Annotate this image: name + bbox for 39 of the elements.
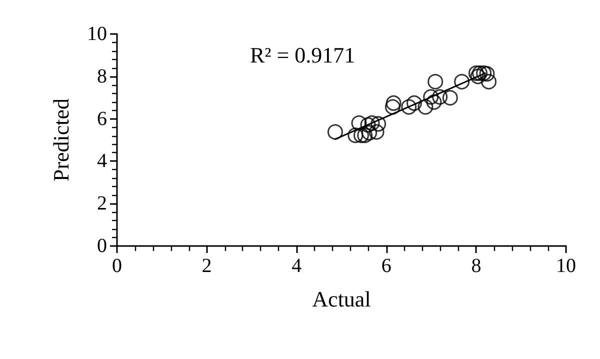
point	[370, 116, 386, 132]
point	[426, 94, 442, 110]
point	[479, 66, 495, 82]
y-tick-label: 2	[97, 192, 107, 215]
x-tick-label: 0	[112, 255, 122, 277]
x-tick-label: 6	[381, 255, 392, 277]
y-tick-label: 10	[87, 23, 107, 45]
x-axis-title: Actual	[312, 286, 371, 312]
point	[386, 95, 402, 111]
point	[327, 124, 343, 140]
x-tick-label: 8	[471, 255, 482, 277]
point	[364, 115, 380, 131]
y-tick-label: 4	[97, 150, 107, 172]
x-tick-label: 10	[556, 255, 576, 277]
y-tick-label: 0	[97, 235, 107, 257]
point	[423, 89, 439, 105]
point	[384, 99, 400, 115]
y-tick-label: 8	[97, 65, 107, 88]
point	[481, 74, 497, 90]
point	[368, 124, 384, 140]
point	[418, 99, 434, 115]
x-tick-label: 4	[292, 255, 302, 277]
x-tick-label: 2	[202, 255, 212, 277]
point	[476, 65, 492, 81]
point	[348, 128, 364, 144]
point	[360, 117, 376, 133]
point	[362, 125, 378, 141]
y-axis-title: Predicted	[48, 98, 74, 182]
point	[401, 99, 417, 115]
point	[406, 95, 422, 111]
annotation: R² = 0.9171	[250, 42, 356, 68]
point	[351, 115, 367, 131]
point	[357, 128, 373, 144]
point	[442, 90, 458, 106]
y-tick-label: 6	[97, 108, 107, 130]
point	[454, 74, 470, 90]
point	[354, 128, 370, 144]
point	[432, 89, 448, 105]
point	[428, 74, 444, 90]
